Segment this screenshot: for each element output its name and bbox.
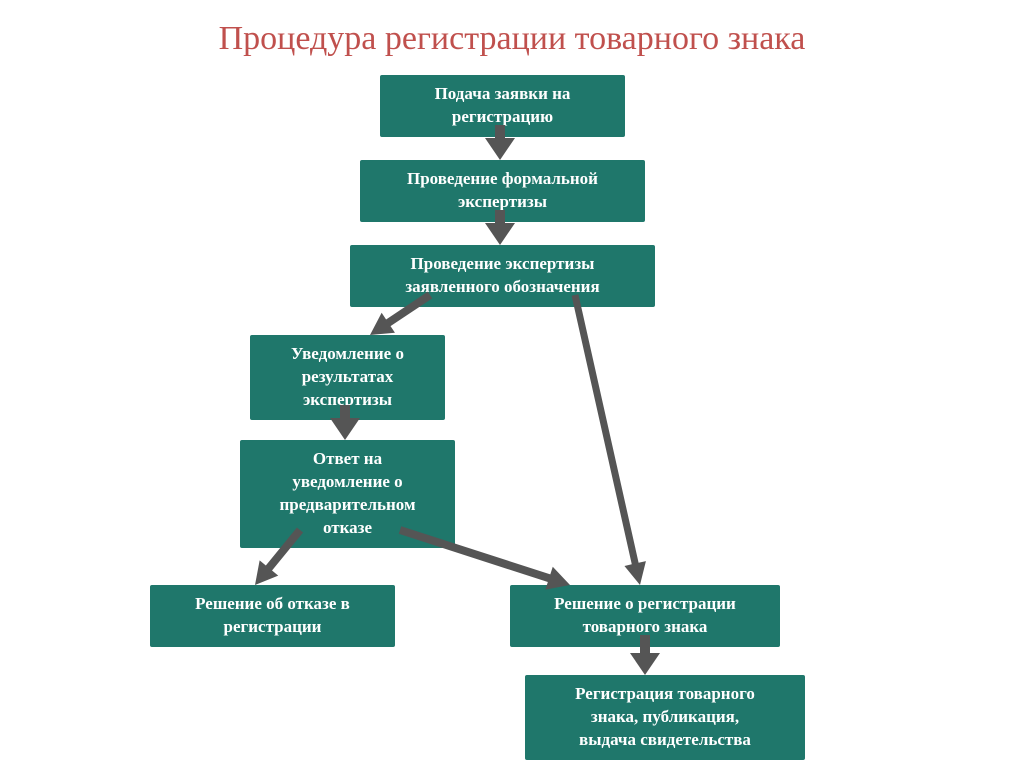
- flow-arrow: [625, 615, 665, 695]
- flow-arrow: [480, 190, 520, 265]
- page-title: Процедура регистрации товарного знака: [0, 20, 1024, 58]
- flow-arrow: [325, 385, 365, 460]
- flow-arrow: [235, 510, 320, 605]
- flow-arrow: [350, 275, 450, 355]
- flow-node-n8: Регистрация товарногознака, публикация,в…: [525, 675, 805, 760]
- flow-arrow: [480, 105, 520, 180]
- flow-node-label: Регистрация товарногознака, публикация,в…: [575, 683, 755, 752]
- flow-arrow: [555, 275, 660, 605]
